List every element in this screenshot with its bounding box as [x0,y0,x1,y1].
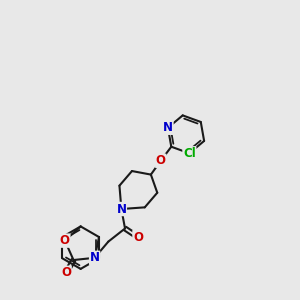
Text: O: O [133,231,143,244]
Text: O: O [60,234,70,247]
Text: N: N [116,202,126,215]
Text: N: N [90,251,100,264]
Text: O: O [61,266,71,279]
Text: O: O [156,154,166,167]
Text: Cl: Cl [183,147,196,160]
Text: N: N [163,121,173,134]
